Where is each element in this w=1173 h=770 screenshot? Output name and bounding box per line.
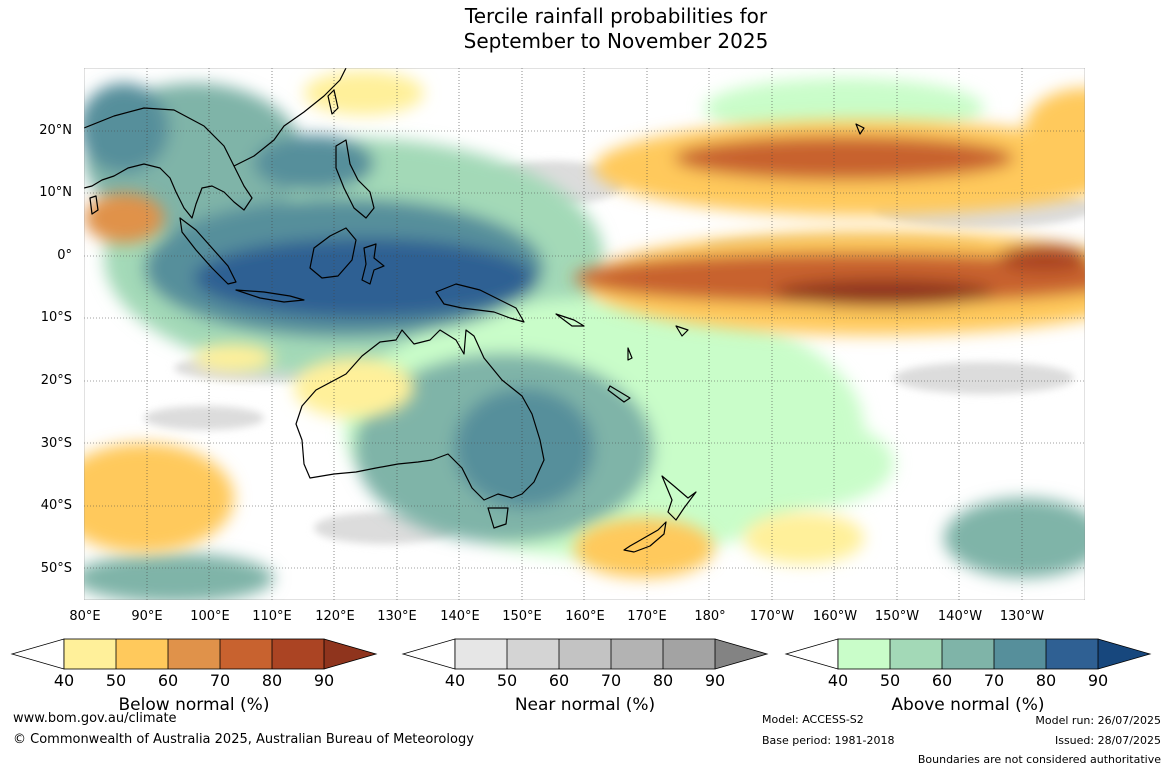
lon-label-160e: 160°E (565, 609, 605, 624)
near-normal-colorbar (401, 638, 769, 670)
mainland-asia-coastline (84, 107, 253, 219)
below-tick-60: 60 (157, 671, 179, 690)
above-normal-swatch-50 (890, 639, 942, 669)
lat-label-0: 0° (57, 248, 72, 263)
below-normal-swatch-60 (168, 639, 220, 669)
near-tick-60: 60 (548, 671, 570, 690)
bom-climate-link[interactable]: www.bom.gov.au/climate (13, 711, 177, 726)
below-tick-50: 50 (105, 671, 127, 690)
tasmania-coastline (487, 507, 509, 529)
above-tick-50: 50 (879, 671, 901, 690)
above-tick-70: 70 (983, 671, 1005, 690)
near-tick-50: 50 (496, 671, 518, 690)
near-normal-title: Near normal (%) (514, 695, 656, 715)
lon-label-170w: 170°W (749, 609, 795, 624)
below-normal-title: Below normal (%) (118, 695, 270, 715)
new-zealand-north-island (661, 475, 697, 521)
lon-label-170e: 170°E (627, 609, 667, 624)
above-tick-40: 40 (827, 671, 849, 690)
model-name: Model: ACCESS-S2 (762, 713, 864, 726)
sulawesi-coastline (361, 243, 385, 285)
philippines-coastline (335, 139, 375, 219)
title-line-1: Tercile rainfall probabilities for (464, 4, 768, 28)
near-tick-40: 40 (444, 671, 466, 690)
borneo-coastline (309, 227, 357, 279)
above-normal-title: Above normal (%) (891, 695, 1045, 715)
above-normal-colorbar (784, 638, 1152, 670)
coastlines (84, 68, 865, 553)
below-tick-70: 70 (209, 671, 231, 690)
below-normal-swatch-90 (324, 639, 376, 669)
model-run-date: Model run: 26/07/2025 (1035, 714, 1161, 727)
near-normal-swatch-70 (611, 639, 663, 669)
new-caledonia-coastline (607, 385, 631, 403)
near-tick-80: 80 (652, 671, 674, 690)
near-normal-swatch-40 (455, 639, 507, 669)
below-normal-swatch-40 (64, 639, 116, 669)
above-tick-80: 80 (1035, 671, 1057, 690)
above-normal-swatch-40 (838, 639, 890, 669)
sumatra-coastline (179, 217, 237, 285)
lat-label-50s: 50°S (40, 561, 72, 576)
new-zealand-south-island (623, 521, 667, 553)
below-tick-40: 40 (53, 671, 75, 690)
issued-date: Issued: 28/07/2025 (1054, 734, 1161, 747)
below-normal-colorbar (10, 638, 378, 670)
lat-label-20n: 20°N (39, 123, 72, 138)
graticule (84, 68, 1085, 600)
fiji-coastline (675, 325, 689, 337)
lat-label-10s: 10°S (40, 310, 72, 325)
solomon-islands-coastline (555, 313, 585, 327)
lon-label-100e: 100°E (190, 609, 230, 624)
near-normal-swatch-80 (663, 639, 715, 669)
lon-label-130w: 130°W (999, 609, 1045, 624)
asia-northern-coastline (233, 68, 347, 167)
probability-map (84, 68, 1085, 600)
above-tick-60: 60 (931, 671, 953, 690)
lon-label-80e: 80°E (69, 609, 101, 624)
above-tick-90: 90 (1087, 671, 1109, 690)
sri-lanka-coastline (89, 195, 99, 215)
new-guinea-coastline (435, 283, 525, 323)
title-line-2: September to November 2025 (463, 29, 769, 53)
taiwan-coastline (327, 89, 339, 115)
above-normal-swatch-80 (1046, 639, 1098, 669)
map-title: Tercile rainfall probabilities for Septe… (0, 4, 1173, 54)
map-canvas (84, 68, 1085, 600)
above-normal-swatch-70 (994, 639, 1046, 669)
lat-label-40s: 40°S (40, 498, 72, 513)
below-normal-swatch-70 (220, 639, 272, 669)
above-normal-swatch-60 (942, 639, 994, 669)
lon-label-180: 180° (694, 609, 726, 624)
lat-label-30s: 30°S (40, 436, 72, 451)
lon-label-150w: 150°W (874, 609, 920, 624)
australia-coastline (295, 329, 545, 501)
vanuatu-coastline (627, 347, 633, 361)
below-tick-90: 90 (313, 671, 335, 690)
lon-label-90e: 90°E (131, 609, 163, 624)
near-tick-70: 70 (600, 671, 622, 690)
above-normal-swatch-90 (1098, 639, 1150, 669)
lon-label-140w: 140°W (937, 609, 983, 624)
java-coastline (235, 289, 305, 303)
copyright-notice: © Commonwealth of Australia 2025, Austra… (13, 732, 474, 747)
lat-label-10n: 10°N (39, 185, 72, 200)
boundaries-disclaimer: Boundaries are not considered authoritat… (917, 753, 1161, 766)
lon-label-140e: 140°E (440, 609, 480, 624)
lon-label-130e: 130°E (377, 609, 417, 624)
lat-label-20s: 20°S (40, 373, 72, 388)
near-normal-swatch-90 (715, 639, 767, 669)
lon-label-120e: 120°E (315, 609, 355, 624)
below-normal-swatch-50 (116, 639, 168, 669)
lon-label-160w: 160°W (812, 609, 858, 624)
below-tick-80: 80 (261, 671, 283, 690)
hawaii-coastline (855, 123, 865, 135)
lon-label-150e: 150°E (502, 609, 542, 624)
near-normal-swatch-50 (507, 639, 559, 669)
base-period: Base period: 1981-2018 (762, 734, 895, 747)
lon-label-110e: 110°E (252, 609, 292, 624)
near-tick-90: 90 (704, 671, 726, 690)
below-normal-swatch-80 (272, 639, 324, 669)
near-normal-swatch-60 (559, 639, 611, 669)
